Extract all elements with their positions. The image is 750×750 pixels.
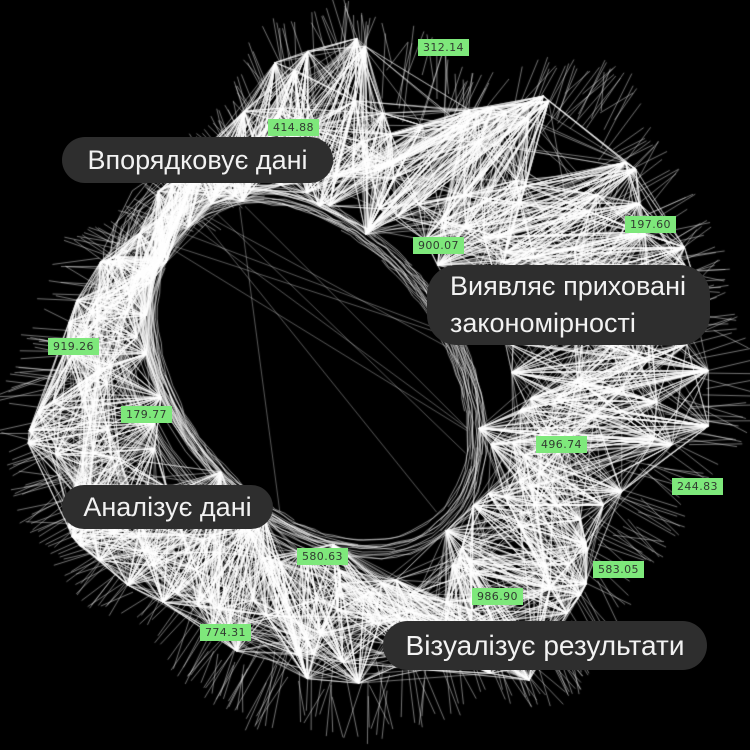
value-badge: 986.90 (472, 588, 523, 605)
value-badge: 583.05 (593, 561, 644, 578)
value-badge: 774.31 (200, 624, 251, 641)
value-badge: 179.77 (121, 406, 172, 423)
callout-organizes-data: Впорядковує дані (62, 137, 333, 183)
value-badge: 414.88 (268, 119, 319, 136)
callout-detects-hidden-patterns: Виявляє приховані закономірності (427, 265, 710, 345)
value-badge: 244.83 (672, 478, 723, 495)
value-badge: 496.74 (536, 436, 587, 453)
value-badge: 919.26 (48, 338, 99, 355)
value-badge: 580.63 (297, 548, 348, 565)
callout-analyzes-data: Аналізує дані (62, 485, 273, 529)
value-badge: 312.14 (418, 39, 469, 56)
value-badge: 197.60 (625, 216, 676, 233)
value-badge: 900.07 (413, 237, 464, 254)
callout-visualizes-results: Візуалізує результати (383, 621, 707, 670)
